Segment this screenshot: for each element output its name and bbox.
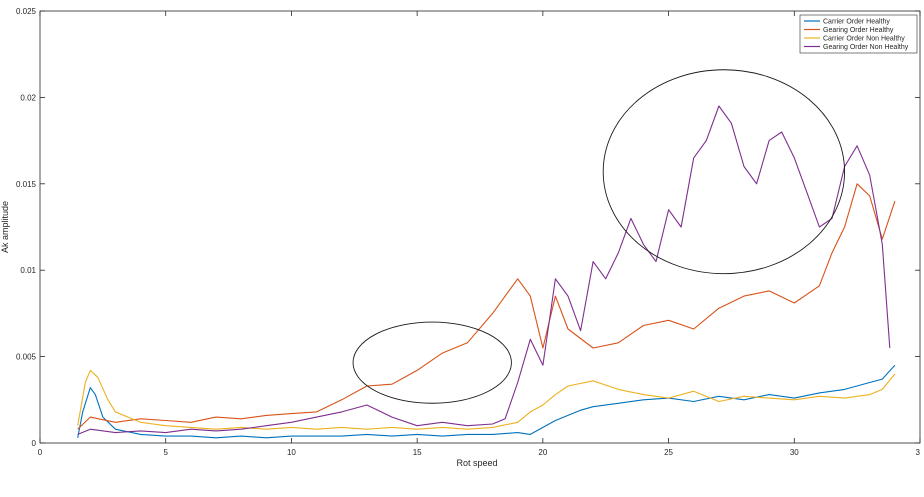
y-axis-label: Ak amplitude [0, 201, 10, 253]
x-tick-label: 5 [163, 448, 168, 457]
y-axis: 0 0.005 0.01 0.015 0.02 0.025 [16, 7, 920, 448]
x-tick-label: 25 [664, 448, 673, 457]
x-tick-label: 15 [413, 448, 422, 457]
x-axis: 0 5 10 15 20 25 30 3 [38, 11, 921, 457]
y-tick-label: 0.025 [16, 7, 37, 16]
annotation-ellipse-2 [602, 69, 846, 275]
y-tick-label: 0.005 [16, 353, 37, 362]
x-tick-label: 10 [287, 448, 296, 457]
legend-entry: Gearing Order Non Healthy [823, 44, 909, 51]
x-axis-label: Rot speed [456, 458, 497, 468]
series-lines [77, 105, 896, 439]
x-tick-label: 3 [916, 448, 921, 457]
legend-entry: Carrier Order Healthy [823, 19, 890, 26]
series-line-1 [77, 364, 896, 439]
y-tick-label: 0.015 [16, 180, 37, 189]
y-tick-label: 0 [32, 439, 37, 448]
annotation-ellipse-1 [352, 321, 512, 404]
x-tick-label: 20 [538, 448, 547, 457]
series-line-2 [77, 183, 896, 430]
plot-area [39, 10, 921, 444]
y-tick-label: 0.01 [20, 266, 36, 275]
x-tick-label: 0 [38, 448, 43, 457]
legend-entry: Gearing Order Healthy [823, 27, 894, 34]
annotations [352, 69, 846, 404]
series-line-3 [77, 369, 896, 430]
x-tick-label: 30 [790, 448, 799, 457]
series-line-4 [77, 105, 891, 435]
plot-frame [39, 10, 921, 444]
y-tick-label: 0.02 [20, 93, 36, 102]
legend-entry: Carrier Order Non Healthy [823, 36, 905, 43]
